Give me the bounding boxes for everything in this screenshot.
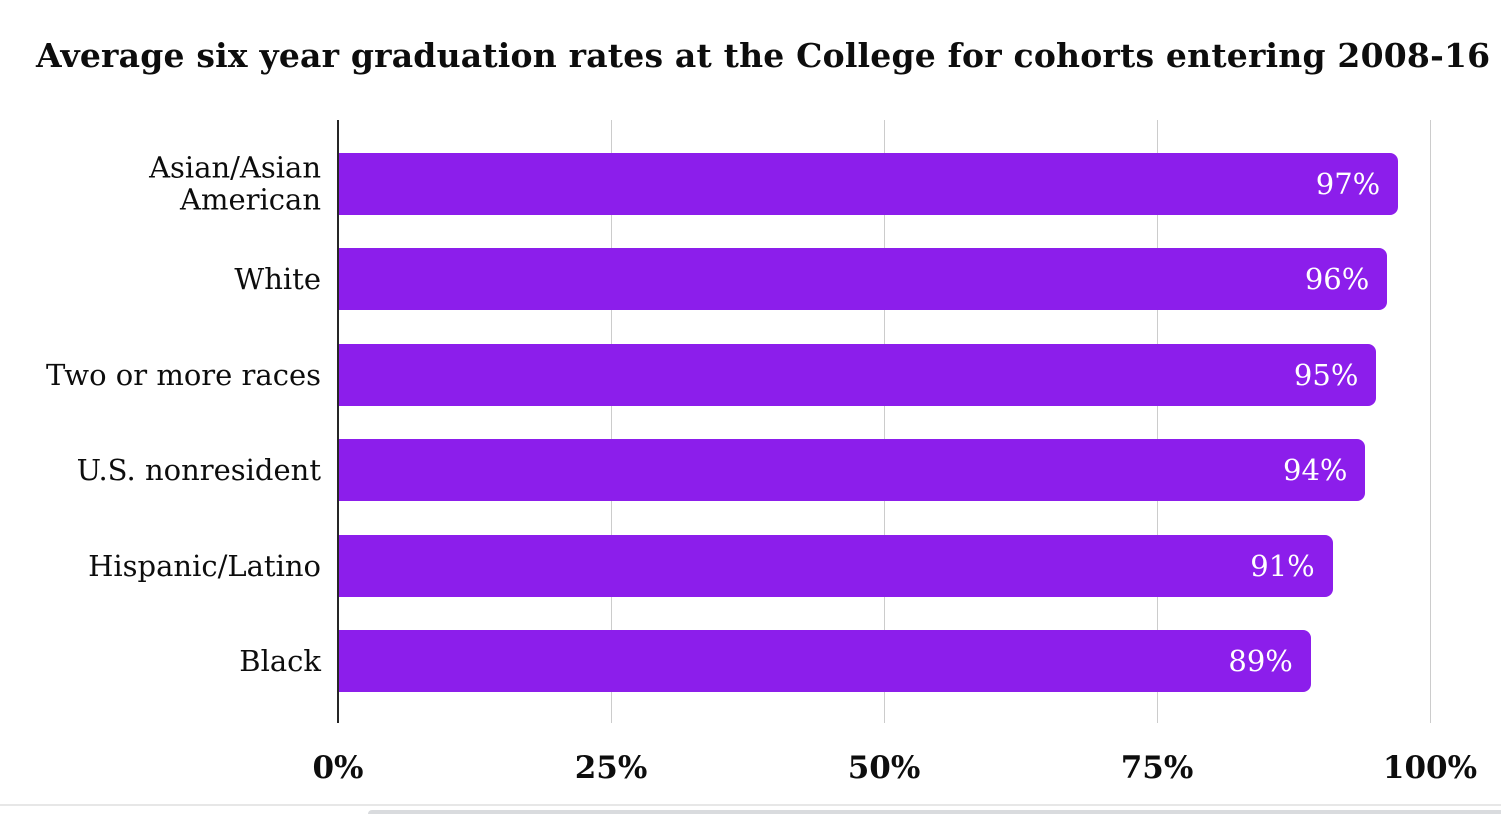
category-label: Black	[239, 643, 321, 678]
gridline-75	[1157, 120, 1158, 723]
bar: 94%	[339, 439, 1366, 502]
bar-value-label: 89%	[1228, 643, 1293, 678]
gridline-25	[611, 120, 612, 723]
bar-value-label: 94%	[1283, 453, 1348, 488]
gridline-50	[884, 120, 885, 723]
category-label: Hispanic/Latino	[88, 548, 321, 583]
chart-title: Average six year graduation rates at the…	[36, 36, 1491, 75]
bar: 89%	[339, 629, 1311, 692]
bar-row: Hispanic/Latino 91%	[88, 534, 1430, 597]
bar: 97%	[339, 153, 1399, 215]
x-tick-label: 75%	[1120, 750, 1194, 786]
bar-value-label: 97%	[1315, 167, 1381, 201]
gridline-100	[1430, 120, 1431, 723]
bar: 96%	[339, 248, 1388, 311]
category-label: U.S. nonresident	[76, 452, 321, 487]
category-label: Asian/Asian American	[149, 150, 321, 217]
bar-row: Two or more races 95%	[46, 343, 1430, 406]
bottom-edge-bar	[368, 810, 1501, 814]
bar-row: Black 89%	[239, 629, 1430, 692]
bar-value-label: 95%	[1293, 357, 1359, 392]
bar-value-label: 91%	[1250, 548, 1315, 583]
bottom-divider-line	[0, 804, 1501, 806]
bar-row: U.S. nonresident 94%	[77, 439, 1430, 502]
x-tick-label: 50%	[847, 750, 921, 786]
bar-row: White 96%	[234, 248, 1430, 311]
y-axis-line	[337, 120, 339, 723]
bar-rows-container: Asian/Asian American 97% White 96% Two or mo…	[46, 120, 1430, 723]
plot-area: Asian/Asian American 97% White 96% Two or mo…	[46, 120, 1477, 786]
category-label: Two or more races	[46, 357, 321, 392]
bar: 91%	[339, 534, 1333, 597]
x-tick-label: 0%	[312, 750, 364, 786]
bar-value-label: 96%	[1304, 262, 1370, 297]
bar-row: Asian/Asian American 97%	[149, 151, 1430, 216]
x-tick-label: 25%	[574, 750, 648, 786]
category-label: White	[234, 262, 321, 297]
x-tick-label: 100%	[1382, 750, 1478, 786]
bar: 95%	[339, 343, 1377, 406]
